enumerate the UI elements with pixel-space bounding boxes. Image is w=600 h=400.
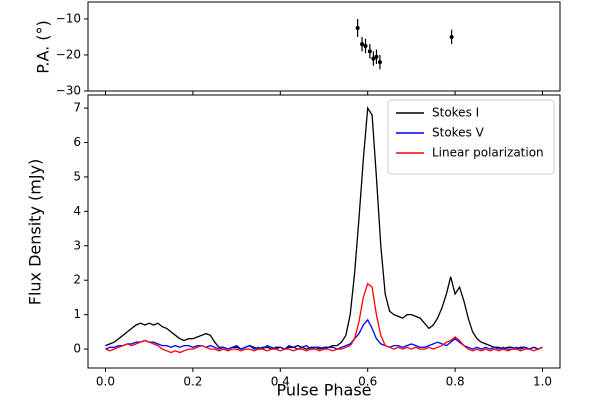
x-tick-label: 0.8 xyxy=(446,375,465,389)
y-axis-label: Flux Density (mJy) xyxy=(26,159,45,306)
line-series xyxy=(105,318,543,350)
x-tick-label: 0.4 xyxy=(271,375,290,389)
point xyxy=(449,34,454,39)
legend-label: Linear polarization xyxy=(432,146,544,160)
x-tick-label: 0.2 xyxy=(183,375,202,389)
line-series xyxy=(105,106,543,350)
y-tick-label: −30 xyxy=(56,84,81,98)
y-tick-label: −10 xyxy=(56,11,81,25)
x-tick-label: 0.0 xyxy=(96,375,115,389)
plot-frame xyxy=(87,1,561,92)
point xyxy=(363,43,368,48)
x-axis-label: Pulse Phase xyxy=(277,381,372,400)
y-tick-label: 1 xyxy=(73,307,81,321)
point xyxy=(371,56,376,61)
y-tick-label: 0 xyxy=(73,342,81,356)
legend-box xyxy=(387,99,555,175)
point xyxy=(367,49,372,54)
point xyxy=(377,60,382,65)
x-tick-label: 0.6 xyxy=(358,375,377,389)
y-tick-label: 5 xyxy=(73,169,81,183)
legend-label: Stokes I xyxy=(432,106,479,120)
point xyxy=(360,42,365,47)
y-tick-label: 7 xyxy=(73,101,81,115)
plot-frame xyxy=(87,94,561,369)
x-tick-label: 1.0 xyxy=(533,375,552,389)
point xyxy=(374,54,379,59)
point xyxy=(355,25,360,30)
y-tick-label: 3 xyxy=(73,238,81,252)
line-series xyxy=(105,282,543,354)
y-tick-label: 4 xyxy=(73,204,81,218)
y-tick-label: 6 xyxy=(73,135,81,149)
y-axis-label: P.A. (°) xyxy=(34,20,53,74)
y-tick-label: −20 xyxy=(56,47,81,61)
legend-label: Stokes V xyxy=(432,126,485,140)
y-tick-label: 2 xyxy=(73,273,81,287)
